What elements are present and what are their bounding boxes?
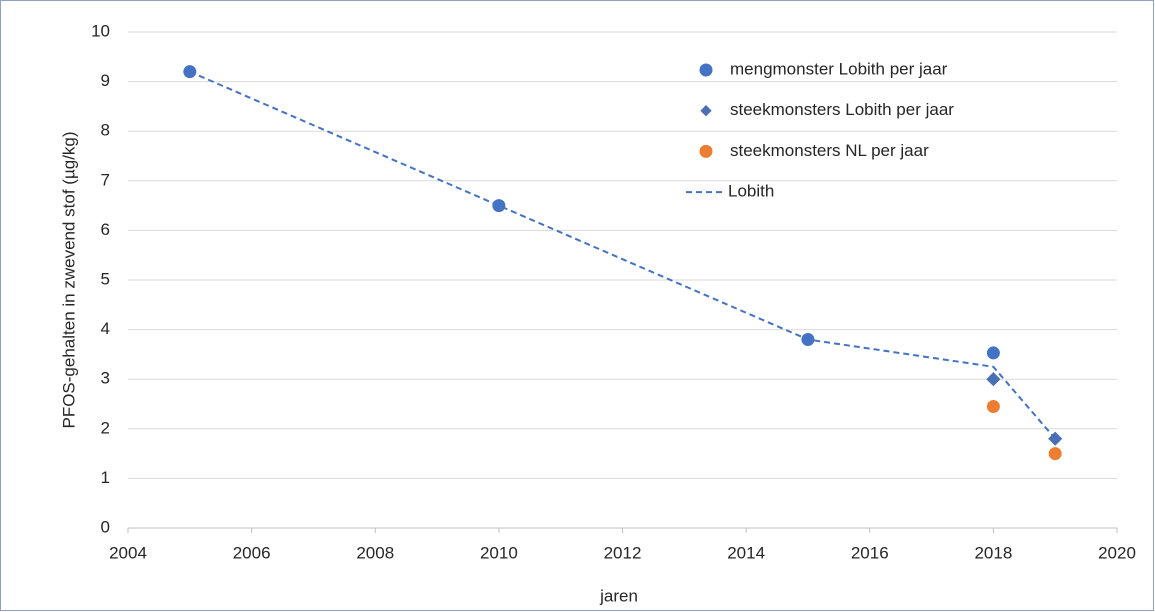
y-tick-label: 1 bbox=[101, 468, 110, 487]
y-tick-label: 3 bbox=[101, 369, 110, 388]
point bbox=[986, 372, 1001, 387]
y-axis-label: PFOS-gehalten in zwevend stof (µg/kg) bbox=[59, 131, 78, 428]
point bbox=[1048, 447, 1062, 461]
y-tick-label: 7 bbox=[101, 170, 110, 189]
point bbox=[1048, 431, 1063, 446]
y-tick-label: 2 bbox=[101, 418, 110, 437]
x-tick-label: 2008 bbox=[356, 543, 394, 562]
legend-label: Lobith bbox=[728, 182, 774, 201]
legend-label: steekmonsters NL per jaar bbox=[730, 141, 929, 160]
x-tick-label: 2004 bbox=[109, 543, 147, 562]
y-tick-label: 0 bbox=[101, 517, 110, 536]
x-tick-label: 2012 bbox=[604, 543, 642, 562]
y-tick-label: 10 bbox=[91, 21, 110, 40]
legend-label: mengmonster Lobith per jaar bbox=[730, 59, 948, 78]
legend-label: steekmonsters Lobith per jaar bbox=[730, 100, 954, 119]
x-tick-label: 2016 bbox=[851, 543, 889, 562]
y-tick-label: 4 bbox=[101, 319, 110, 338]
x-tick-label: 2020 bbox=[1098, 543, 1136, 562]
x-axis-label: jaren bbox=[599, 586, 638, 605]
point bbox=[986, 399, 1000, 413]
point bbox=[986, 346, 1000, 360]
x-tick-label: 2018 bbox=[974, 543, 1012, 562]
y-tick-label: 6 bbox=[101, 220, 110, 239]
y-tick-label: 5 bbox=[101, 269, 110, 288]
x-tick-label: 2014 bbox=[727, 543, 765, 562]
y-tick-label: 9 bbox=[101, 71, 110, 90]
x-tick-label: 2006 bbox=[233, 543, 271, 562]
point bbox=[801, 333, 815, 347]
y-tick-label: 8 bbox=[101, 121, 110, 140]
point bbox=[183, 65, 197, 79]
legend-swatch bbox=[699, 63, 713, 77]
point bbox=[492, 199, 506, 213]
legend-swatch bbox=[699, 144, 713, 158]
x-tick-label: 2010 bbox=[480, 543, 518, 562]
